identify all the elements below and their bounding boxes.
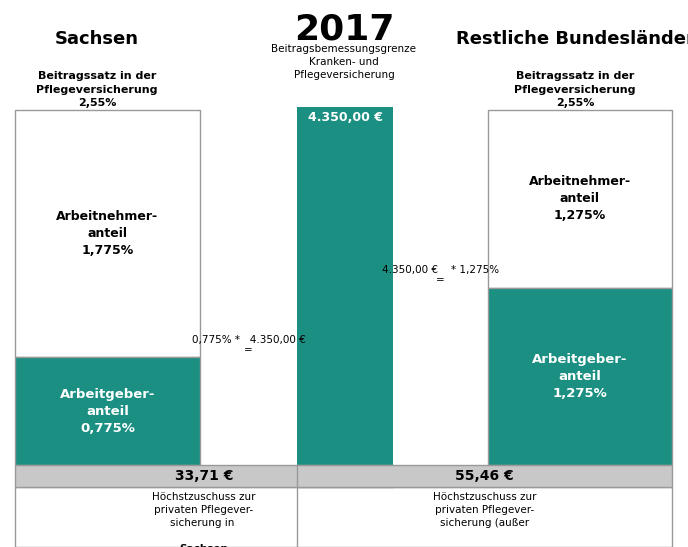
Text: Sachsen: Sachsen — [55, 30, 139, 48]
Bar — [297, 465, 672, 487]
Text: 4.350,00 €: 4.350,00 € — [308, 111, 383, 124]
Text: =: = — [436, 276, 445, 286]
Bar — [488, 288, 672, 465]
Text: Höchstzuschuss zur
privaten Pflegever-
sicherung (außer: Höchstzuschuss zur privaten Pflegever- s… — [433, 492, 536, 542]
Text: Höchstzuschuss zur
privaten Pflegever-
sicherung in: Höchstzuschuss zur privaten Pflegever- s… — [152, 492, 256, 528]
Text: Beitragssatz in der
Pflegeversicherung
2,55%: Beitragssatz in der Pflegeversicherung 2… — [514, 71, 636, 108]
Text: Restliche Bundesländer: Restliche Bundesländer — [455, 30, 688, 48]
Text: Arbeitnehmer-
anteil
1,775%: Arbeitnehmer- anteil 1,775% — [56, 210, 158, 257]
Text: Beitragssatz in der
Pflegeversicherung
2,55%: Beitragssatz in der Pflegeversicherung 2… — [36, 71, 158, 108]
Bar — [15, 487, 393, 547]
Text: =: = — [244, 345, 253, 355]
Text: 33,71 €: 33,71 € — [175, 469, 233, 483]
Bar — [15, 110, 200, 357]
Bar — [297, 487, 672, 547]
Bar — [15, 357, 200, 465]
Bar — [15, 465, 393, 487]
Text: 2017: 2017 — [294, 12, 394, 46]
Bar — [297, 107, 393, 465]
Text: Beitragsbemessungsgrenze
Kranken- und
Pflegeversicherung: Beitragsbemessungsgrenze Kranken- und Pf… — [272, 44, 416, 80]
Text: Arbeitgeber-
anteil
0,775%: Arbeitgeber- anteil 0,775% — [60, 387, 155, 434]
Bar — [488, 110, 672, 288]
Text: Sachsen: Sachsen — [180, 544, 228, 547]
Text: Arbeitnehmer-
anteil
1,275%: Arbeitnehmer- anteil 1,275% — [529, 175, 631, 222]
Text: 0,775% *   4.350,00 €: 0,775% * 4.350,00 € — [192, 335, 305, 345]
Text: Arbeitgeber-
anteil
1,275%: Arbeitgeber- anteil 1,275% — [533, 353, 627, 400]
Text: 55,46 €: 55,46 € — [455, 469, 514, 483]
Text: 4.350,00 €    * 1,275%: 4.350,00 € * 1,275% — [382, 265, 499, 276]
